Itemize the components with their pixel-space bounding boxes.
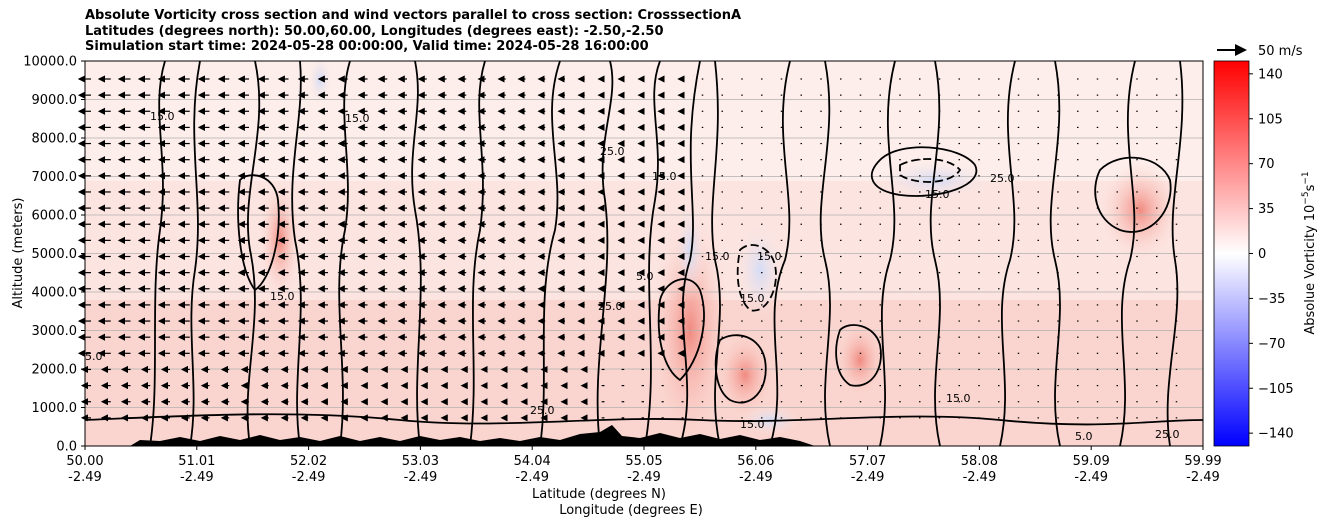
contour-label: 5.0 — [85, 350, 103, 363]
contour-label: 15.0 — [946, 392, 971, 405]
x-axis-label-longitude: Longitude (degrees E) — [559, 503, 703, 518]
colorbar-tick-label: 35 — [1258, 202, 1275, 217]
contour-lines — [85, 61, 1203, 446]
y-tick-label: 4000.0 — [32, 286, 78, 301]
x-tick-label-longitude: -2.49 — [515, 470, 549, 485]
x-tick-label-latitude: 59.09 — [1073, 454, 1110, 469]
colorbar — [1213, 60, 1250, 447]
contour-label: 15.0 — [345, 112, 370, 125]
colorbar-tick-label: −140 — [1258, 427, 1294, 442]
x-tick-label-latitude: 56.06 — [737, 454, 774, 469]
y-tick-label: 1000.0 — [32, 401, 78, 416]
contour-label: 15.0 — [740, 292, 765, 305]
y-tick-label: 9000.0 — [32, 93, 78, 108]
y-tick-label: 7000.0 — [32, 170, 78, 185]
x-tick-label-latitude: 58.08 — [961, 454, 998, 469]
x-axis-label-latitude: Latitude (degrees N) — [532, 487, 666, 502]
x-tick-label-latitude: 55.05 — [625, 454, 662, 469]
title-line-2: Latitudes (degrees north): 50.00,60.00, … — [85, 23, 664, 39]
contour-label: 25.0 — [990, 172, 1015, 185]
x-tick-label-latitude: 53.03 — [402, 454, 439, 469]
wind-vectors — [77, 75, 1178, 422]
x-axis: 50.00-2.4951.01-2.4952.02-2.4953.03-2.49… — [66, 446, 1222, 485]
x-tick-label-longitude: -2.49 — [739, 470, 773, 485]
x-tick-label-latitude: 57.07 — [849, 454, 886, 469]
x-tick-label-longitude: -2.49 — [963, 470, 997, 485]
y-axis: 0.0 1000.0 2000.0 3000.0 4000.0 5000.0 6000.0 7… — [23, 55, 85, 455]
title-line-1: Absolute Vorticity cross section and win… — [85, 8, 742, 23]
wind-key-label: 50 m/s — [1258, 44, 1303, 59]
x-tick-label-longitude: -2.49 — [1074, 470, 1108, 485]
colorbar-tick-label: −35 — [1258, 292, 1285, 307]
contour-label: 15.0 — [270, 290, 295, 303]
terrain — [130, 425, 815, 446]
colorbar-tick-label: −70 — [1258, 337, 1285, 352]
y-axis-label: Altitude (meters) — [11, 198, 26, 309]
chart-title: Absolute Vorticity cross section and win… — [85, 8, 741, 55]
x-tick-label-longitude: -2.49 — [627, 470, 661, 485]
x-tick-label-longitude: -2.49 — [1186, 470, 1220, 485]
y-tick-label: 3000.0 — [32, 324, 78, 339]
y-tick-label: 5000.0 — [32, 247, 78, 262]
contour-label: 15.0 — [740, 418, 765, 431]
contour-label: 5.0 — [1075, 430, 1093, 443]
colorbar-tick-label: 105 — [1258, 112, 1283, 127]
y-tick-label: 0.0 — [56, 440, 77, 455]
x-tick-label-longitude: -2.49 — [851, 470, 885, 485]
contour-label: 15.0 — [150, 110, 175, 123]
y-tick-label: 8000.0 — [32, 132, 78, 147]
x-tick-label-latitude: 52.02 — [290, 454, 327, 469]
contour-label: 25.0 — [1155, 428, 1180, 441]
x-tick-label-latitude: 50.00 — [66, 454, 103, 469]
contour-label: 15.0 — [705, 250, 730, 263]
x-tick-label-longitude: -2.49 — [292, 470, 326, 485]
x-tick-label-longitude: -2.49 — [404, 470, 438, 485]
vorticity-field — [85, 61, 1203, 446]
colorbar-tick-label: 140 — [1258, 67, 1283, 82]
y-tick-label: 10000.0 — [23, 55, 77, 70]
colorbar-ticks: −140 −105 −70 −35 0 35 70 105 140 — [1249, 67, 1294, 442]
colorbar-tick-label: 0 — [1258, 247, 1266, 262]
x-tick-label-longitude: -2.49 — [68, 470, 102, 485]
colorbar-label: Absolue Vorticity 10−5s−1 — [1301, 171, 1318, 334]
x-tick-label-longitude: -2.49 — [180, 470, 214, 485]
contour-label: 25.0 — [598, 300, 623, 313]
contour-label: 15.0 — [757, 250, 782, 263]
contour-label: 15.0 — [925, 188, 950, 201]
x-tick-label-latitude: 54.04 — [514, 454, 551, 469]
contour-label: 5.0 — [636, 270, 654, 283]
contour-label: 25.0 — [530, 404, 555, 417]
y-tick-label: 6000.0 — [32, 209, 78, 224]
contour-label: 15.0 — [652, 170, 677, 183]
x-tick-label-latitude: 51.01 — [178, 454, 215, 469]
x-tick-label-latitude: 59.99 — [1184, 454, 1221, 469]
colorbar-tick-label: −105 — [1258, 382, 1294, 397]
y-tick-label: 2000.0 — [32, 363, 78, 378]
colorbar-tick-label: 70 — [1258, 157, 1275, 172]
title-line-3: Simulation start time: 2024-05-28 00:00:… — [85, 39, 649, 54]
contour-label: 25.0 — [600, 145, 625, 158]
